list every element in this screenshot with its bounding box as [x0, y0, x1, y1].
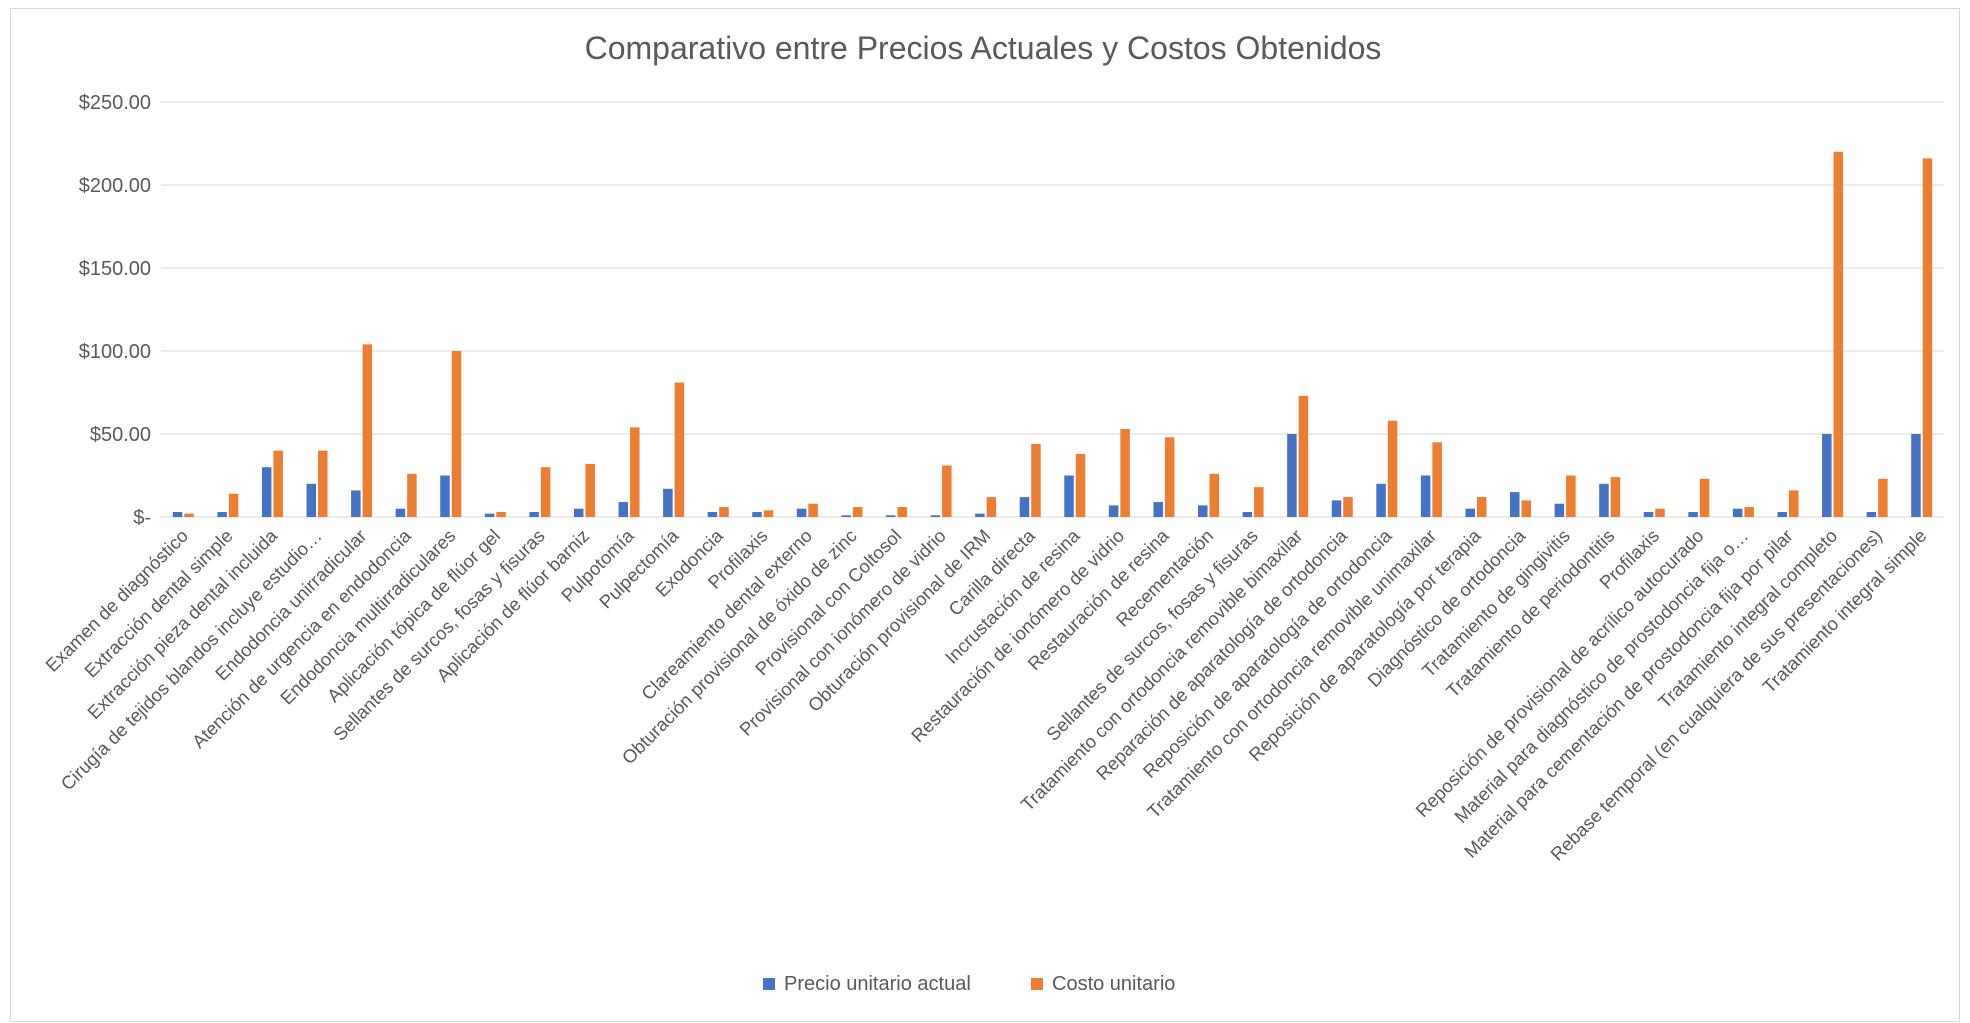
bar-costo-unitario	[719, 507, 729, 517]
bar-precio-unitario-actual	[1287, 434, 1297, 517]
bar-precio-unitario-actual	[975, 513, 985, 517]
bar-precio-unitario-actual	[1198, 505, 1208, 517]
bar-costo-unitario	[897, 507, 907, 517]
bar-costo-unitario	[585, 463, 595, 517]
bar-costo-unitario	[1922, 158, 1933, 517]
bar-precio-unitario-actual	[1554, 503, 1565, 517]
legend-label-precio: Precio unitario actual	[784, 973, 971, 995]
legend: Precio unitario actual Costo unitario	[763, 973, 1175, 995]
bar-precio-unitario-actual	[1153, 502, 1163, 517]
bar-costo-unitario	[986, 497, 997, 517]
bar-costo-unitario	[1075, 453, 1086, 517]
bar-precio-unitario-actual	[1599, 483, 1609, 517]
chart-title: Comparativo entre Precios Actuales y Cos…	[585, 30, 1382, 66]
bar-precio-unitario-actual	[663, 488, 673, 517]
bar-costo-unitario	[1164, 437, 1175, 517]
bar-precio-unitario-actual	[707, 512, 718, 517]
bar-precio-unitario-actual	[796, 508, 807, 517]
y-tick-label: $100.00	[79, 341, 151, 363]
bar-costo-unitario	[496, 512, 506, 517]
bar-precio-unitario-actual	[529, 512, 539, 517]
bar-precio-unitario-actual	[484, 513, 495, 517]
bar-precio-unitario-actual	[306, 483, 317, 517]
y-tick-label: $150.00	[79, 258, 151, 280]
bar-precio-unitario-actual	[885, 515, 896, 517]
bar-costo-unitario	[674, 382, 685, 517]
bar-costo-unitario	[1120, 429, 1130, 517]
bar-precio-unitario-actual	[1911, 434, 1921, 517]
bar-costo-unitario	[1833, 151, 1844, 518]
bar-precio-unitario-actual	[1242, 512, 1253, 517]
bar-precio-unitario-actual	[1510, 492, 1520, 517]
y-tick-label: $250.00	[79, 92, 151, 114]
bar-costo-unitario	[1209, 473, 1220, 517]
bar-precio-unitario-actual	[573, 508, 584, 517]
bar-precio-unitario-actual	[1420, 475, 1431, 517]
y-tick-label: $200.00	[79, 175, 151, 197]
bar-costo-unitario	[1031, 443, 1041, 517]
bar-precio-unitario-actual	[395, 508, 406, 517]
bar-costo-unitario	[273, 450, 283, 517]
y-tick-label: $-	[133, 507, 151, 529]
bar-costo-unitario	[1432, 442, 1442, 517]
bar-costo-unitario	[1610, 477, 1621, 517]
legend-swatch-precio	[763, 978, 775, 990]
legend-label-costo: Costo unitario	[1052, 973, 1175, 995]
bar-costo-unitario	[1788, 490, 1799, 517]
bar-costo-unitario	[1878, 478, 1888, 517]
bar-precio-unitario-actual	[172, 512, 183, 517]
bar-precio-unitario-actual	[1643, 512, 1654, 517]
bar-precio-unitario-actual	[841, 515, 851, 517]
bars	[172, 151, 1933, 518]
bar-precio-unitario-actual	[440, 475, 450, 517]
bar-precio-unitario-actual	[1866, 512, 1877, 517]
legend-swatch-costo	[1031, 978, 1043, 990]
bar-costo-unitario	[1343, 497, 1353, 517]
bar-costo-unitario	[1521, 500, 1532, 517]
bar-costo-unitario	[362, 344, 373, 517]
bar-costo-unitario	[763, 510, 774, 517]
bar-costo-unitario	[1566, 475, 1576, 517]
bar-precio-unitario-actual	[752, 512, 762, 517]
y-tick-label: $50.00	[90, 424, 151, 446]
bar-costo-unitario	[1298, 395, 1309, 517]
chart-frame: Comparativo entre Precios Actuales y Cos…	[10, 8, 1960, 1022]
bar-costo-unitario	[630, 427, 640, 517]
bar-precio-unitario-actual	[1688, 512, 1698, 517]
bar-costo-unitario	[228, 493, 239, 517]
bar-costo-unitario	[1744, 507, 1754, 517]
bar-precio-unitario-actual	[1108, 505, 1119, 517]
gridlines	[161, 101, 1944, 518]
bar-costo-unitario	[184, 513, 194, 517]
bar-costo-unitario	[852, 507, 863, 517]
bar-costo-unitario	[1699, 478, 1710, 517]
bar-precio-unitario-actual	[1019, 497, 1030, 517]
y-axis: $- $50.00 $100.00 $150.00 $200.00 $250.00	[79, 92, 151, 529]
bar-precio-unitario-actual	[217, 512, 227, 517]
bar-precio-unitario-actual	[261, 467, 272, 517]
bar-costo-unitario	[1655, 508, 1665, 517]
bar-costo-unitario	[1476, 497, 1487, 517]
bar-costo-unitario	[1254, 487, 1264, 517]
bar-precio-unitario-actual	[1777, 512, 1787, 517]
bar-costo-unitario	[942, 465, 952, 517]
bar-precio-unitario-actual	[930, 515, 941, 517]
bar-costo-unitario	[451, 351, 462, 517]
bar-costo-unitario	[540, 467, 551, 517]
bar-costo-unitario	[808, 503, 818, 517]
bar-costo-unitario	[1387, 420, 1398, 517]
bar-precio-unitario-actual	[618, 502, 629, 517]
bar-precio-unitario-actual	[351, 490, 361, 517]
bar-precio-unitario-actual	[1331, 500, 1342, 517]
bar-costo-unitario	[407, 473, 417, 517]
bar-precio-unitario-actual	[1376, 483, 1386, 517]
chart: Comparativo entre Precios Actuales y Cos…	[41, 30, 1944, 995]
bar-precio-unitario-actual	[1822, 434, 1832, 517]
bar-precio-unitario-actual	[1732, 508, 1743, 517]
bar-costo-unitario	[318, 450, 328, 517]
bar-precio-unitario-actual	[1465, 508, 1475, 517]
bar-precio-unitario-actual	[1064, 475, 1074, 517]
